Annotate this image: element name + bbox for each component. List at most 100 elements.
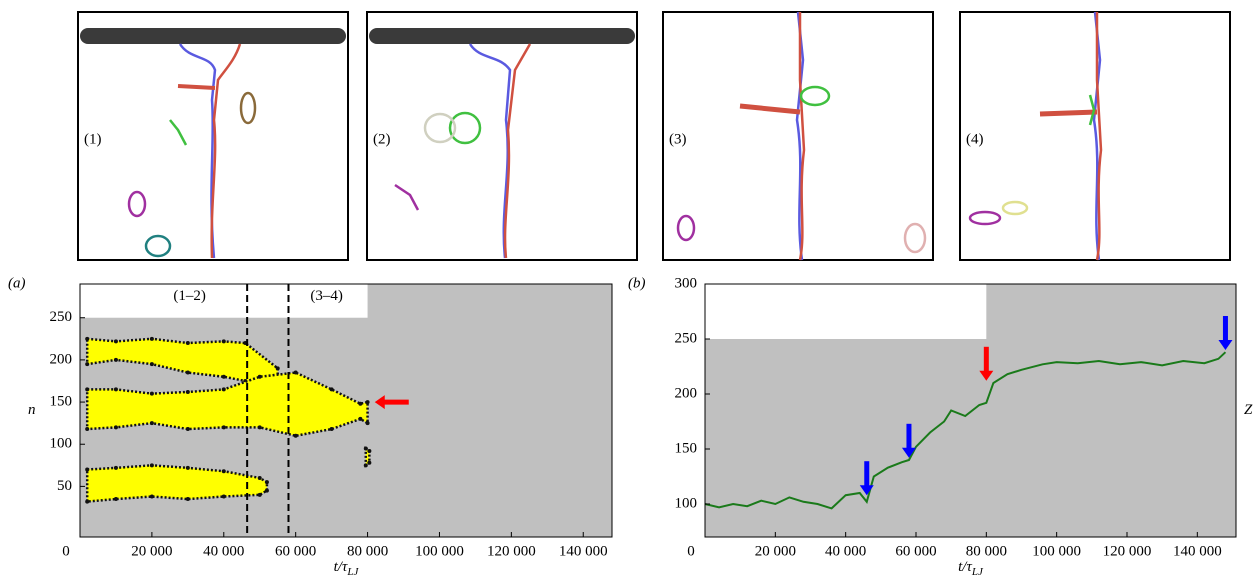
loop bbox=[448, 111, 482, 145]
plot-frame bbox=[704, 283, 1237, 538]
band-dot bbox=[85, 387, 90, 392]
band-dot bbox=[113, 425, 118, 430]
y-tick-label: 50 bbox=[57, 478, 72, 494]
band-dot bbox=[358, 401, 363, 406]
band-dot bbox=[257, 374, 262, 379]
band-dot bbox=[257, 425, 262, 430]
chain bbox=[1092, 11, 1102, 261]
loop bbox=[968, 210, 1002, 226]
band-dot bbox=[365, 400, 370, 405]
x-tick-label: 60 000 bbox=[275, 543, 316, 559]
x-axis-label-main: t/τ bbox=[958, 559, 972, 575]
band-dot bbox=[185, 389, 190, 394]
band-dot bbox=[85, 467, 90, 472]
loop bbox=[799, 85, 831, 107]
band bbox=[85, 464, 269, 503]
snapshot-frame bbox=[366, 11, 638, 261]
plot-frame bbox=[79, 283, 613, 538]
band-dot bbox=[264, 480, 269, 485]
arrow bbox=[901, 423, 916, 458]
x-axis-label-sub: LJ bbox=[346, 566, 359, 578]
series-label: Z bbox=[1244, 402, 1253, 418]
band-dot bbox=[113, 357, 118, 362]
loop bbox=[239, 91, 257, 125]
chain bbox=[210, 43, 242, 259]
y-tick-label: 150 bbox=[50, 394, 73, 410]
band-dot bbox=[185, 427, 190, 432]
x-tick-label: 60 000 bbox=[895, 543, 936, 559]
loop bbox=[1001, 200, 1029, 216]
loop bbox=[394, 183, 420, 211]
band-dot bbox=[367, 460, 372, 465]
x-tick-label: 100 000 bbox=[415, 543, 464, 559]
band-dot bbox=[257, 475, 262, 480]
band-dot bbox=[329, 387, 334, 392]
arrow-head bbox=[1218, 340, 1233, 350]
arrow-head bbox=[901, 447, 916, 458]
arrow-head bbox=[374, 395, 385, 410]
snapshot-label: (4) bbox=[966, 131, 984, 147]
band-dot bbox=[363, 463, 368, 468]
x-tick-label: 0 bbox=[62, 543, 70, 559]
band-dot bbox=[221, 374, 226, 379]
arrow bbox=[374, 395, 409, 410]
loop bbox=[144, 234, 172, 258]
band-dot bbox=[185, 341, 190, 346]
band-dot bbox=[365, 421, 370, 426]
snapshot-label: (2) bbox=[373, 131, 391, 147]
arrow bbox=[1218, 316, 1233, 350]
loop bbox=[169, 119, 188, 146]
band-dot bbox=[185, 497, 190, 502]
x-tick-label: 40 000 bbox=[825, 543, 866, 559]
x-tick-label: 0 bbox=[687, 543, 695, 559]
band-dot bbox=[221, 494, 226, 499]
y-tick-label: 200 bbox=[50, 351, 73, 367]
band-dot bbox=[149, 336, 154, 341]
band-dot bbox=[221, 339, 226, 344]
band-dot bbox=[329, 427, 334, 432]
band-dot bbox=[221, 387, 226, 392]
x-tick-label: 120 000 bbox=[1103, 543, 1152, 559]
chain bbox=[503, 43, 532, 259]
band-dot bbox=[293, 370, 298, 375]
x-tick-label: 140 000 bbox=[1173, 543, 1222, 559]
loop bbox=[127, 190, 147, 218]
y-tick-label: 100 bbox=[50, 436, 73, 452]
x-tick-label: 20 000 bbox=[755, 543, 796, 559]
loop bbox=[676, 214, 696, 242]
x-tick-label: 80 000 bbox=[966, 543, 1007, 559]
band-dot bbox=[149, 494, 154, 499]
arrow bbox=[859, 461, 874, 496]
panel-label: (b) bbox=[628, 275, 646, 291]
loop bbox=[903, 222, 927, 254]
x-axis-label: t/τLJ bbox=[334, 559, 360, 577]
band-dot bbox=[149, 463, 154, 468]
arrow bbox=[979, 346, 994, 381]
y-tick-label: 250 bbox=[675, 330, 698, 346]
white-region bbox=[705, 284, 987, 339]
band-dot bbox=[85, 427, 90, 432]
chain bbox=[1039, 109, 1098, 117]
y-tick-label: 200 bbox=[675, 385, 698, 401]
chain bbox=[177, 84, 216, 90]
y-tick-label: 300 bbox=[675, 275, 698, 291]
x-axis-label-main: t/τ bbox=[334, 559, 348, 575]
x-axis-label-sub: LJ bbox=[971, 566, 984, 578]
snapshots: (1) (2) (3) (4) bbox=[77, 11, 1231, 261]
x-tick-label: 40 000 bbox=[203, 543, 244, 559]
band-dot bbox=[293, 433, 298, 438]
chain bbox=[798, 12, 806, 261]
band-dot bbox=[149, 362, 154, 367]
band-dot bbox=[149, 421, 154, 426]
band-dot bbox=[275, 366, 280, 371]
band-dot bbox=[113, 387, 118, 392]
x-axis-label: t/τLJ bbox=[958, 559, 984, 577]
band bbox=[85, 371, 369, 438]
chain bbox=[468, 43, 512, 259]
band-dot bbox=[85, 499, 90, 504]
band-dot bbox=[149, 391, 154, 396]
y-tick-label: 250 bbox=[50, 309, 73, 325]
y-tick-label: 150 bbox=[675, 440, 698, 456]
band-dot bbox=[367, 448, 372, 453]
